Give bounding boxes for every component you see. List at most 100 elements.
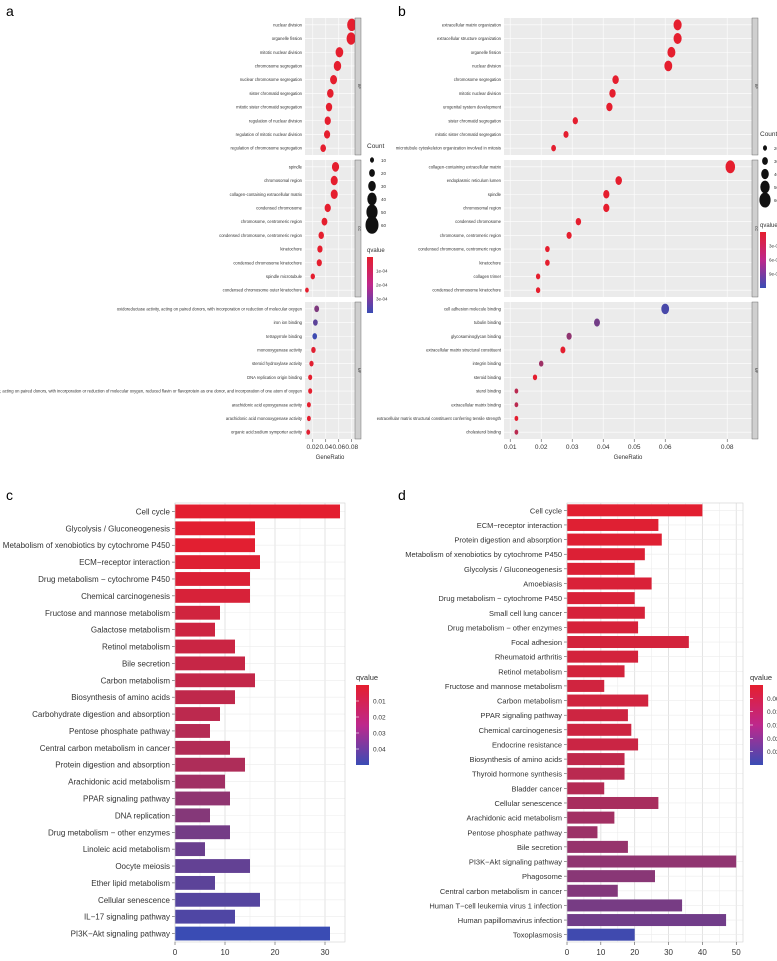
dot-point — [566, 231, 572, 239]
x-tick-label: 0 — [565, 948, 570, 957]
term-label: urogenital system development — [443, 105, 502, 110]
x-tick-label: 40 — [698, 948, 707, 957]
term-label: DNA replication origin binding — [247, 375, 303, 380]
dot-point — [514, 402, 519, 408]
x-tick-label: 0.04 — [319, 444, 332, 451]
legend-q-label: 6e-05 — [769, 258, 777, 263]
dot-point — [545, 245, 550, 253]
legend-q-colorbar — [750, 685, 763, 765]
term-label: sterol binding — [476, 389, 502, 394]
bar — [175, 842, 205, 857]
category-label: Bladder cancer — [512, 784, 563, 793]
dot-point — [314, 305, 320, 313]
term-label: chromosome segregation — [454, 77, 502, 82]
bar — [175, 774, 225, 789]
category-label: Ether lipid metabolism — [91, 879, 170, 888]
bar — [567, 884, 618, 897]
category-label: Phagosome — [522, 872, 562, 881]
legend-count-label: 30 — [774, 159, 777, 164]
legend-q-label: 0.03 — [373, 731, 386, 738]
dot-point — [331, 161, 340, 172]
legend-count-title: Count — [367, 143, 385, 150]
term-label: collagen trimer — [474, 274, 502, 279]
category-label: Drug metabolism − other enzymes — [448, 623, 563, 632]
category-label: Glycolysis / Gluconeogenesis — [464, 565, 562, 574]
legend-count-label: 50 — [381, 210, 387, 215]
term-label: sister chromatid segregation — [249, 91, 302, 96]
term-label: cholesterol binding — [466, 430, 502, 435]
term-label: organelle fission — [471, 50, 502, 55]
category-label: Biosynthesis of amino acids — [71, 693, 170, 702]
plot-border — [174, 502, 346, 943]
category-label: Fructose and mannose metabolism — [445, 682, 562, 691]
dot-point — [308, 388, 313, 394]
category-label: Oocyte meiosis — [115, 862, 170, 871]
dot-point — [603, 203, 610, 213]
dot-point — [318, 231, 324, 240]
category-label: Bile secretion — [122, 659, 170, 668]
legend-count-label: 60 — [774, 198, 777, 203]
facet-strip-label: BP — [754, 84, 758, 89]
dot-point — [305, 287, 309, 293]
category-label: Toxoplasmosis — [513, 931, 562, 940]
category-label: Metabolism of xenobiotics by cytochrome … — [405, 550, 562, 559]
legend-count-label: 20 — [381, 171, 387, 176]
x-tick-label: 0.08 — [345, 444, 358, 451]
legend-count-dot — [763, 145, 767, 151]
dot-point — [725, 160, 736, 174]
term-label: kinetochore — [280, 247, 302, 252]
dot-point — [535, 273, 541, 280]
legend-count-label: 60 — [381, 223, 387, 228]
legend-q-colorbar — [356, 685, 369, 765]
legend-q-label: 3e-05 — [769, 244, 777, 249]
x-tick-label: 0.03 — [566, 444, 579, 451]
category-label: Human T−cell leukemia virus 1 infection — [429, 901, 562, 910]
term-label: extracellular matrix organization — [442, 22, 502, 27]
category-label: Galactose metabolism — [91, 626, 170, 635]
dot-point — [310, 273, 315, 280]
term-label: mitotic sister chromatid segregation — [236, 105, 303, 110]
dot-point — [606, 102, 613, 112]
category-label: Arachidonic acid metabolism — [68, 778, 170, 787]
x-tick-label: 0.08 — [721, 444, 734, 451]
legend-q-label: 0.04 — [373, 747, 386, 754]
bar — [175, 740, 230, 755]
x-tick-label: 30 — [321, 948, 330, 957]
legend-count-dot — [366, 204, 378, 220]
bar — [175, 892, 260, 907]
dot-point — [312, 333, 318, 340]
dot-point — [532, 374, 538, 381]
bar — [175, 605, 220, 620]
x-tick-label: 0.01 — [504, 444, 517, 451]
x-axis-label: GeneRatio — [614, 455, 643, 461]
dot-point — [514, 415, 519, 421]
legend-q-label: 0.01 — [373, 699, 386, 706]
category-label: PI3K−Akt signaling pathway — [71, 930, 170, 939]
term-label: organelle fission — [272, 36, 303, 41]
term-label: mitotic nuclear division — [459, 91, 502, 96]
bar — [567, 665, 625, 678]
bar — [567, 914, 727, 927]
category-label: Cellular senescence — [98, 896, 171, 905]
x-tick-label: 10 — [221, 948, 230, 957]
barplot-c: Cell cycle Glycolysis / Gluconeogenesis Me… — [3, 502, 386, 957]
dotplot-b: extracellular matrix organization extrace… — [377, 17, 777, 461]
bar — [175, 521, 255, 536]
dot-point — [667, 46, 676, 58]
legend-q-label: 0.025 — [767, 749, 777, 756]
term-label: chromosomal region — [463, 205, 502, 210]
bar — [567, 723, 632, 736]
dot-point — [323, 130, 331, 139]
dot-point — [311, 346, 316, 353]
dot-point — [333, 60, 342, 71]
term-label: chromosomal region — [264, 178, 303, 183]
bar — [567, 504, 703, 517]
bar — [567, 870, 655, 883]
dot-point — [661, 303, 670, 315]
term-label: extracellular matrix structural constitu… — [377, 416, 502, 421]
term-label: monooxygenase activity — [257, 347, 303, 352]
bar — [567, 592, 635, 605]
dot-point — [325, 102, 333, 112]
bar — [175, 859, 250, 873]
